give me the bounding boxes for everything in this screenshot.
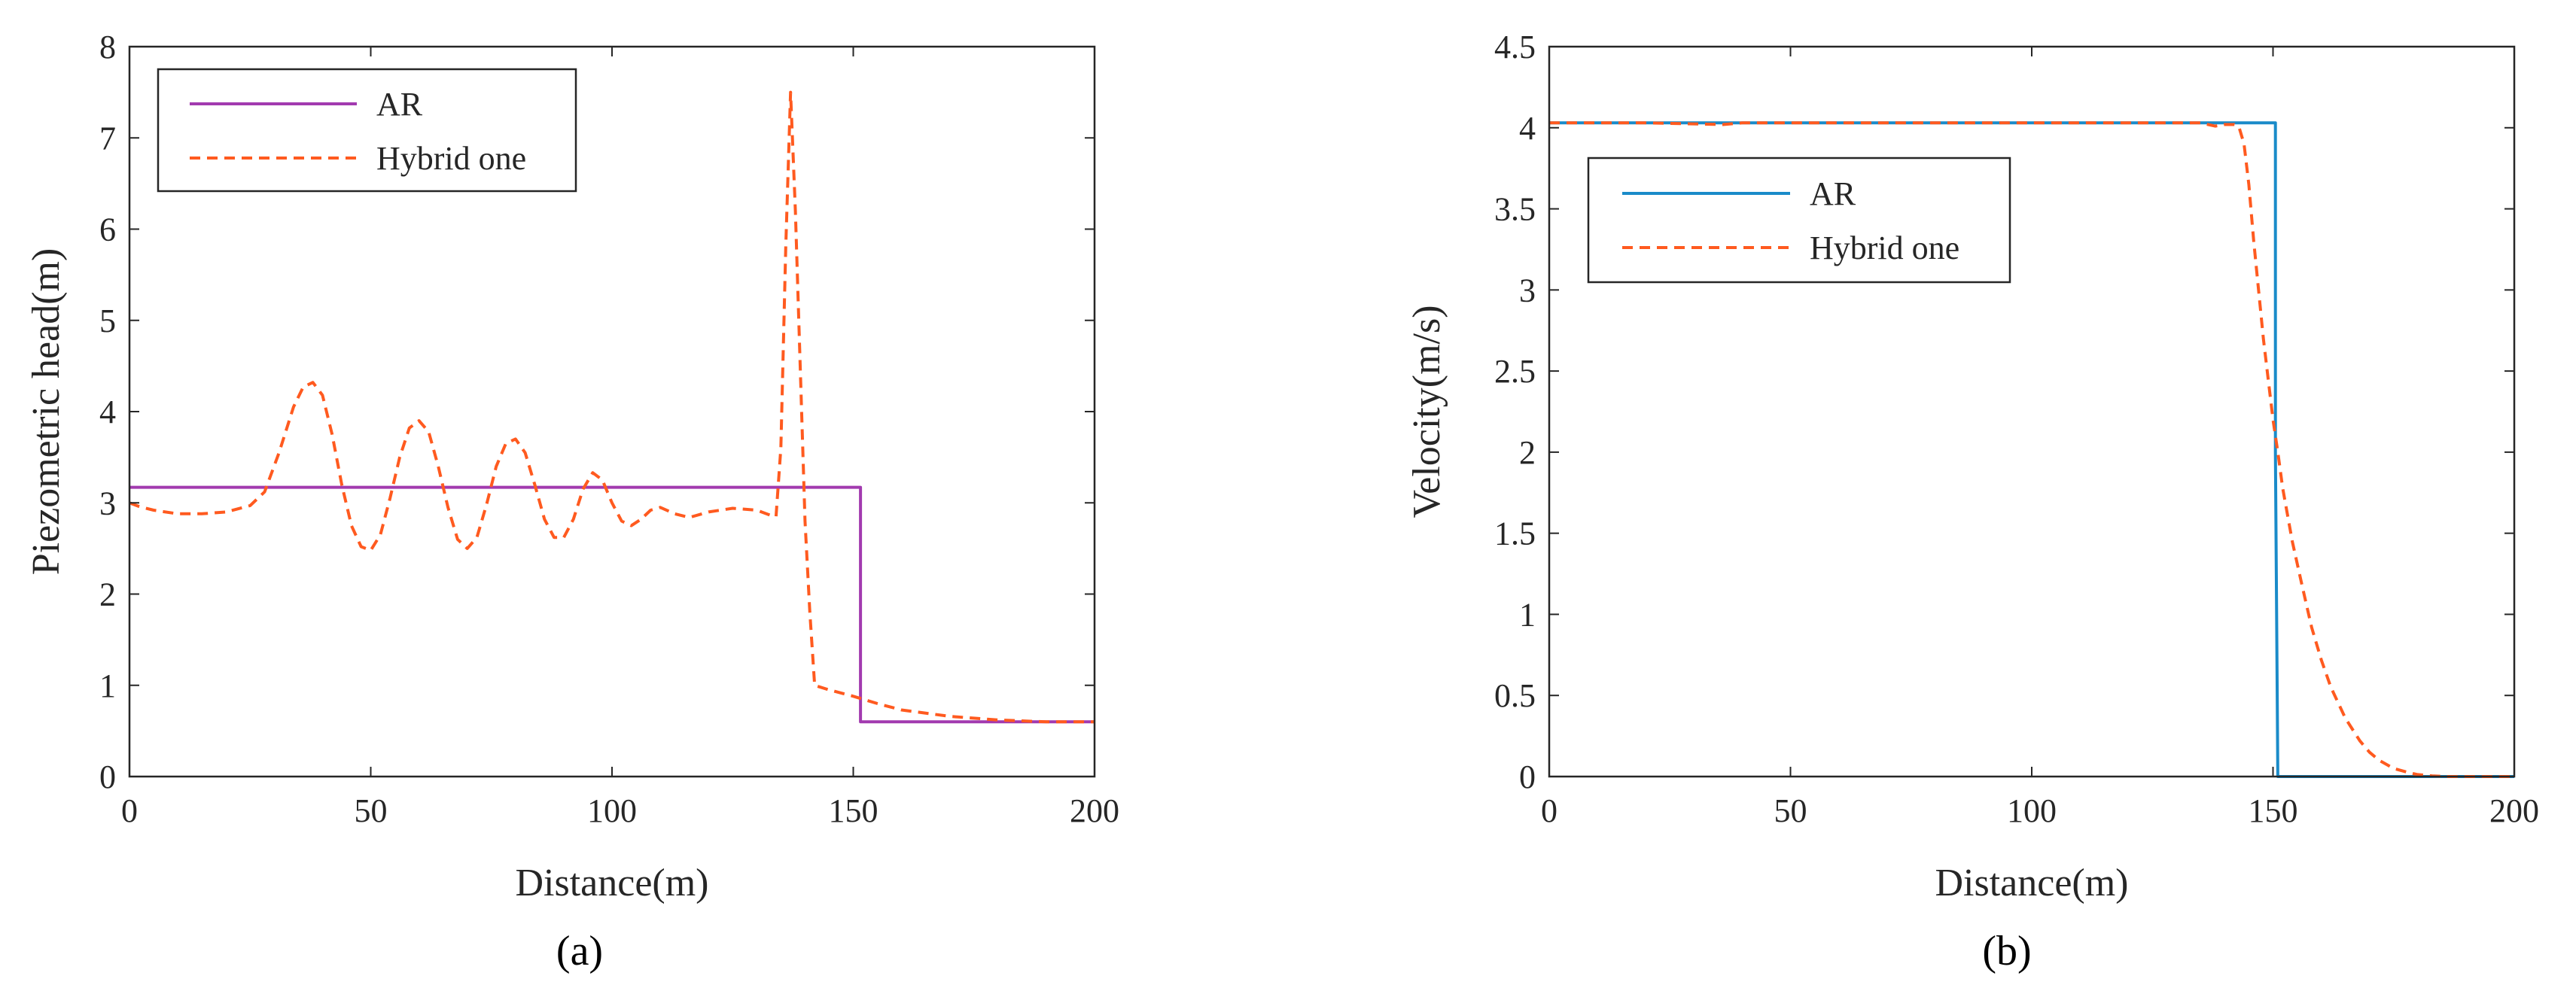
legend-label-ar: AR	[1810, 175, 1856, 212]
legend-box	[1587, 157, 2011, 284]
series-layer-a	[129, 90, 1095, 724]
x-axis-label: Distance(m)	[515, 862, 708, 904]
x-tick-label: 0	[1541, 792, 1557, 829]
x-tick-label: 200	[2489, 792, 2539, 829]
chart-panel-a: 0 50 100 150 200 0 1 2 3 4 5 6 7 8 Distance(m) Piezom…	[25, 29, 1119, 974]
x-tick-label: 100	[587, 792, 637, 829]
y-tick-label: 4	[99, 394, 116, 430]
ticks-layer-a: 0 50 100 150 200 0 1 2 3 4 5 6 7 8	[99, 29, 1119, 829]
y-tick-label: 1	[1519, 596, 1536, 633]
x-tick-label: 150	[2249, 792, 2298, 829]
y-tick-label: 3.5	[1494, 191, 1536, 228]
panel-label-b: (b)	[1982, 928, 2031, 974]
y-axis-label: Velocity(m/s)	[1405, 305, 1448, 518]
series-line-ar	[129, 485, 1095, 724]
y-tick-label: 0	[99, 758, 116, 795]
y-tick-label: 0	[1519, 758, 1536, 795]
y-tick-label: 3	[1519, 272, 1536, 309]
x-tick-label: 150	[829, 792, 878, 829]
y-tick-label: 2.5	[1494, 353, 1536, 390]
legend-label-ar: AR	[376, 86, 423, 123]
legend-b: AR Hybrid one	[1587, 157, 2011, 284]
legend-box	[157, 68, 577, 193]
legend-a: AR Hybrid one	[157, 68, 577, 193]
legend-label-hybrid: Hybrid one	[1810, 230, 1959, 266]
x-tick-label: 100	[2007, 792, 2057, 829]
series-line-hybrid-one	[129, 90, 1095, 724]
y-tick-label: 1.5	[1494, 515, 1536, 552]
y-tick-label: 5	[99, 302, 116, 339]
x-tick-label: 50	[1774, 792, 1807, 829]
series-line-hybrid-one	[1549, 121, 2514, 778]
x-tick-label: 200	[1070, 792, 1119, 829]
x-tick-label: 50	[355, 792, 388, 829]
x-tick-label: 0	[121, 792, 138, 829]
y-tick-label: 3	[99, 485, 116, 521]
y-tick-label: 6	[99, 211, 116, 248]
y-tick-label: 4	[1519, 110, 1536, 147]
chart-panel-b: 0 50 100 150 200 0 0.5 1 1.5 2 2.5 3 3.5 4 4.5 Distanc…	[1405, 29, 2539, 974]
y-tick-label: 7	[99, 120, 116, 157]
legend-label-hybrid: Hybrid one	[376, 140, 526, 177]
y-tick-label: 4.5	[1494, 29, 1536, 65]
y-tick-label: 2	[99, 576, 116, 613]
x-axis-label: Distance(m)	[1935, 862, 2128, 904]
panel-label-a: (a)	[556, 928, 603, 974]
y-tick-label: 0.5	[1494, 677, 1536, 714]
y-axis-label: Piezometric head(m)	[25, 248, 68, 576]
y-tick-label: 1	[99, 667, 116, 704]
y-tick-label: 8	[99, 29, 116, 65]
ticks-layer-b: 0 50 100 150 200 0 0.5 1 1.5 2 2.5 3 3.5 4 4.5	[1494, 29, 2539, 829]
y-tick-label: 2	[1519, 434, 1536, 471]
